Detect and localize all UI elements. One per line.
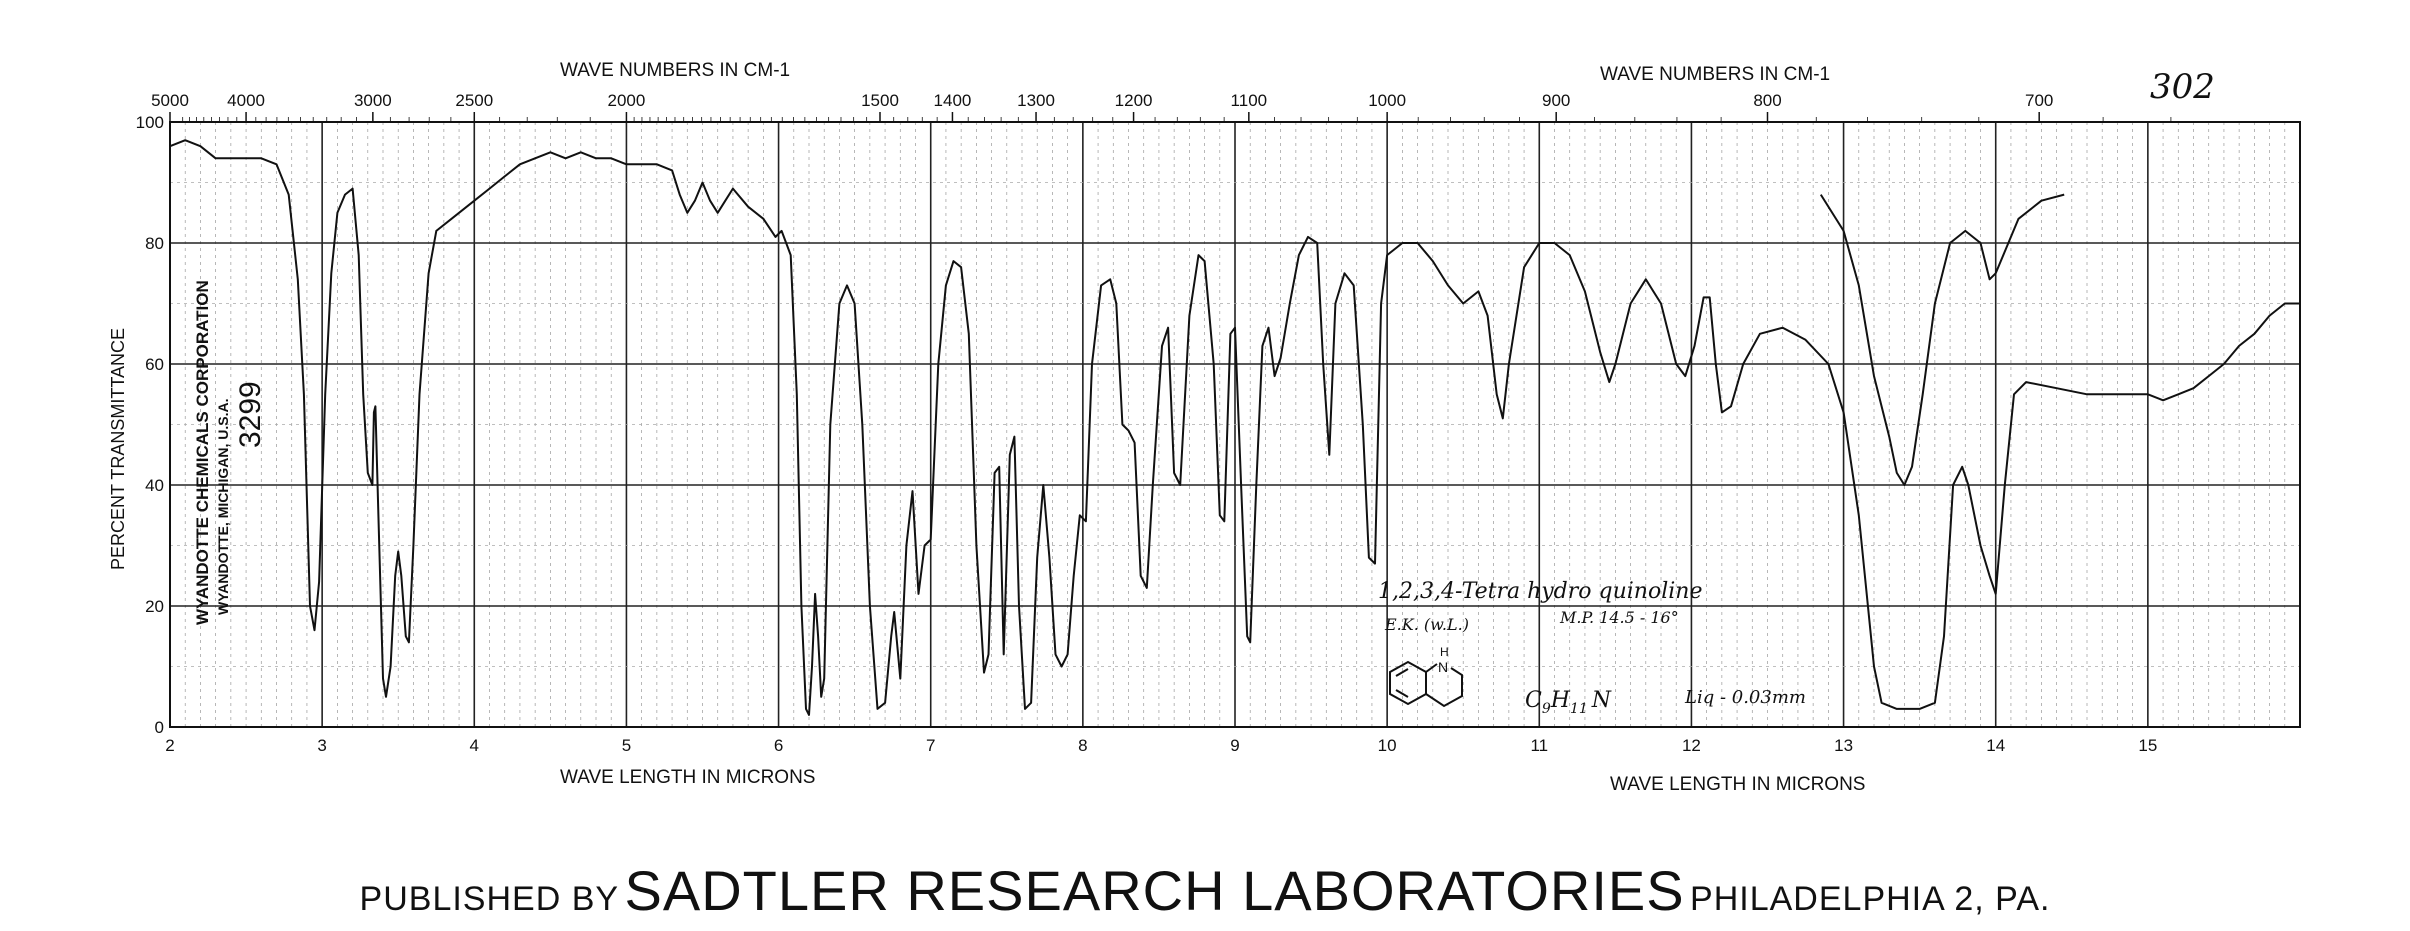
x-axis-label-left: WAVE LENGTH IN MICRONS xyxy=(560,767,815,788)
y-tick-label: 100 xyxy=(136,113,164,132)
formula-n: N xyxy=(1591,688,1612,713)
structure-nitrogen: N xyxy=(1438,659,1448,675)
formula-h-sub: 11 xyxy=(1570,701,1588,717)
y-axis-ticks: 100 80 60 40 20 0 xyxy=(136,113,164,737)
sample-melting-point: M.P. 14.5 - 16° xyxy=(1559,608,1679,627)
structure-hydrogen: H xyxy=(1440,645,1449,659)
y-tick-label: 60 xyxy=(145,355,164,374)
stamp-company: WYANDOTTE CHEMICALS CORPORATION xyxy=(193,280,212,625)
top-tick-label: 3000 xyxy=(354,91,392,110)
top-tick-label: 1300 xyxy=(1017,91,1055,110)
formula-c: C xyxy=(1525,688,1542,713)
top-axis-ticks: 5000 4000 3000 2500 2000 1500 1400 1300 1200 1100… xyxy=(151,91,2172,122)
chart-grid xyxy=(169,121,2301,728)
y-tick-label: 20 xyxy=(145,597,164,616)
top-tick-label: 1000 xyxy=(1368,91,1406,110)
top-tick-label: 4000 xyxy=(227,91,265,110)
formula-c-sub: 9 xyxy=(1542,701,1551,717)
y-tick-label: 40 xyxy=(145,476,164,495)
footer-publisher: SADTLER RESEARCH LABORATORIES xyxy=(624,859,1685,922)
x-tick-label: 12 xyxy=(1682,736,1701,755)
x-tick-label: 13 xyxy=(1834,736,1853,755)
sample-submitter: E.K. (w.L.) xyxy=(1384,615,1469,634)
stamp-location: WYANDOTTE, MICHIGAN, U.S.A. xyxy=(215,399,231,616)
x-axis-label-right: WAVE LENGTH IN MICRONS xyxy=(1610,774,1865,795)
top-tick-label: 2000 xyxy=(608,91,646,110)
x-tick-label: 10 xyxy=(1378,736,1397,755)
top-axis-label-right: WAVE NUMBERS IN CM-1 xyxy=(1600,64,1830,85)
sample-thickness: Liq - 0.03mm xyxy=(1684,687,1806,708)
stamp-number: 3299 xyxy=(234,381,267,448)
top-tick-label: 800 xyxy=(1753,91,1781,110)
x-tick-label: 14 xyxy=(1986,736,2005,755)
top-tick-label: 5000 xyxy=(151,91,189,110)
top-tick-label: 700 xyxy=(2025,91,2053,110)
x-tick-label: 2 xyxy=(165,736,174,755)
x-tick-label: 9 xyxy=(1230,736,1239,755)
top-tick-label: 900 xyxy=(1542,91,1570,110)
y-tick-label: 0 xyxy=(155,718,164,737)
x-axis-ticks: 2 3 4 5 6 7 8 9 10 11 12 13 14 15 xyxy=(165,736,2157,755)
formula-h: H xyxy=(1550,688,1571,713)
x-tick-label: 8 xyxy=(1078,736,1087,755)
molecular-formula: C9H11 N xyxy=(1525,688,1612,717)
x-tick-label: 3 xyxy=(317,736,326,755)
top-tick-label: 1100 xyxy=(1231,91,1268,110)
page-number: 302 xyxy=(2150,67,2215,107)
y-axis-label: PERCENT TRANSMITTANCE xyxy=(108,328,128,570)
x-tick-label: 15 xyxy=(2138,736,2157,755)
x-tick-label: 11 xyxy=(1530,736,1548,755)
x-tick-label: 5 xyxy=(622,736,631,755)
y-tick-label: 80 xyxy=(145,234,164,253)
footer-published-by: PUBLISHED BY xyxy=(359,880,620,918)
top-tick-label: 2500 xyxy=(455,91,493,110)
spectrum-line-2 xyxy=(1819,193,2065,486)
structure-drawing xyxy=(1389,660,1463,708)
publisher-footer: PUBLISHED BY SADTLER RESEARCH LABORATORI… xyxy=(0,858,2410,923)
sample-name: 1,2,3,4-Tetra hydro quinoline xyxy=(1378,579,1702,604)
plot-frame xyxy=(169,121,2301,728)
spectrum-series xyxy=(169,139,2300,716)
x-tick-label: 6 xyxy=(774,736,783,755)
top-axis-label-left: WAVE NUMBERS IN CM-1 xyxy=(560,60,790,81)
top-tick-label: 1500 xyxy=(861,91,899,110)
x-tick-label: 7 xyxy=(926,736,935,755)
top-tick-label: 1400 xyxy=(934,91,972,110)
top-tick-label: 1200 xyxy=(1115,91,1153,110)
spectrum-line-1 xyxy=(169,139,2300,716)
x-tick-label: 4 xyxy=(470,736,479,755)
footer-city: PHILADELPHIA 2, PA. xyxy=(1690,880,2051,918)
